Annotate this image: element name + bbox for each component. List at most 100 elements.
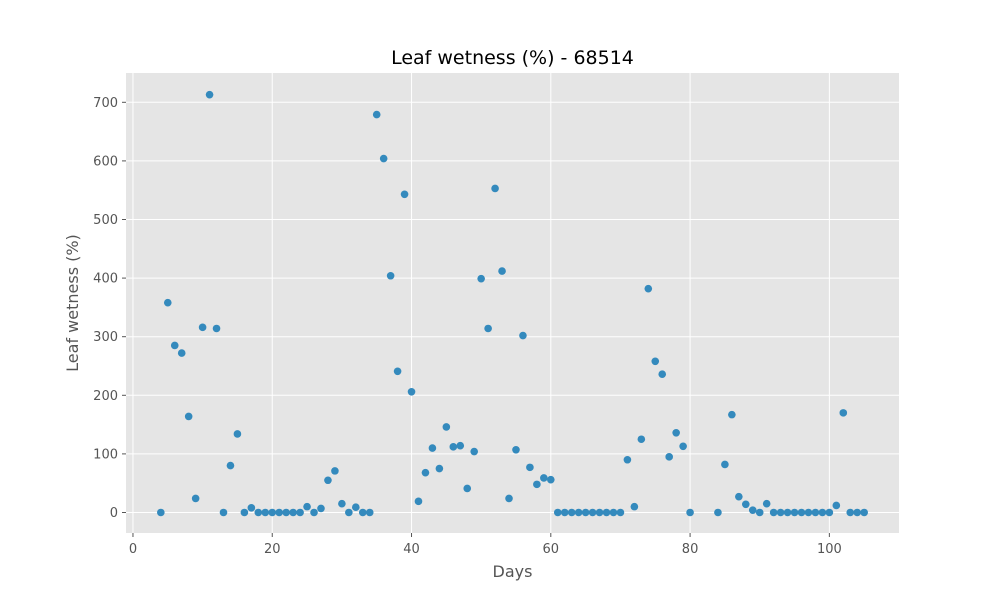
data-point [637, 435, 646, 444]
data-point [519, 331, 527, 340]
data-point [282, 508, 290, 517]
data-point [157, 508, 165, 517]
data-point [860, 508, 868, 517]
data-point [386, 271, 395, 280]
data-point [393, 367, 402, 376]
y-tick-label: 100 [93, 447, 118, 462]
data-points [157, 90, 868, 517]
data-point [755, 508, 764, 517]
y-tick-label: 700 [93, 96, 118, 111]
data-point [338, 499, 346, 508]
data-point [198, 323, 207, 332]
data-point [240, 508, 249, 517]
y-tick-label: 300 [93, 330, 118, 345]
y-tick-label: 0 [110, 506, 118, 521]
data-point [804, 508, 813, 517]
data-point [665, 453, 673, 461]
data-point [735, 492, 743, 501]
data-point [728, 410, 736, 419]
data-point [609, 508, 618, 517]
data-point [672, 428, 680, 437]
data-point [275, 508, 284, 517]
data-point [721, 460, 729, 469]
data-point [303, 502, 311, 511]
data-point [526, 463, 534, 472]
data-point [435, 464, 444, 473]
x-tick-label: 80 [682, 542, 699, 557]
data-point [679, 442, 687, 451]
x-tick-label: 0 [129, 542, 137, 557]
data-point [163, 298, 172, 307]
data-point [616, 508, 625, 517]
data-point [219, 508, 228, 517]
y-tick-label: 400 [93, 272, 118, 287]
data-point [428, 444, 437, 452]
data-point [512, 445, 520, 454]
data-point [686, 508, 694, 517]
data-point [623, 455, 632, 464]
data-point [797, 508, 806, 517]
data-point [296, 508, 304, 517]
data-point [407, 387, 416, 396]
data-point [400, 190, 409, 199]
data-point [832, 501, 841, 510]
data-point [567, 508, 576, 517]
data-point [191, 494, 200, 503]
data-point [505, 494, 513, 503]
data-point [748, 506, 757, 514]
data-point [491, 184, 499, 193]
data-point [574, 508, 583, 517]
data-point [212, 324, 221, 333]
data-point [372, 110, 381, 119]
data-point [547, 475, 555, 484]
data-point [741, 500, 750, 509]
x-axis-label: Days [493, 562, 533, 581]
data-point [818, 508, 827, 517]
data-point [776, 508, 785, 517]
data-point [644, 284, 653, 293]
data-point [560, 508, 569, 517]
data-point [595, 508, 604, 517]
data-point [846, 508, 855, 517]
data-point [421, 468, 430, 477]
data-point [630, 502, 639, 511]
data-point [790, 508, 799, 517]
data-point [484, 324, 492, 333]
data-point [177, 349, 186, 357]
data-point [651, 357, 660, 366]
data-point [233, 430, 242, 438]
data-point [205, 90, 214, 99]
data-point [498, 267, 506, 275]
data-point [769, 508, 778, 517]
data-point [839, 409, 848, 417]
data-point [184, 412, 193, 421]
data-point [226, 461, 235, 470]
x-tick-label: 100 [817, 542, 842, 557]
data-point [352, 503, 360, 512]
data-point [762, 499, 771, 508]
data-point [442, 423, 451, 431]
data-point [581, 508, 590, 517]
data-point [588, 508, 597, 517]
data-point [365, 508, 374, 517]
data-point [268, 508, 277, 517]
data-point [533, 480, 541, 489]
data-point [470, 447, 478, 456]
y-tick-label: 500 [93, 213, 118, 228]
data-point [853, 508, 862, 517]
axis-ticks: 0 20 40 60 80 100 0 100 200 300 400 500 600 700 [93, 96, 842, 557]
plot-area [126, 73, 899, 533]
y-axis-label: Leaf wetness (%) [63, 234, 82, 372]
data-point [825, 508, 834, 517]
data-point [456, 441, 465, 450]
data-point [714, 508, 722, 517]
data-point [540, 474, 548, 482]
data-point [414, 497, 423, 506]
data-point [783, 508, 792, 517]
data-point [358, 508, 367, 517]
x-tick-label: 60 [543, 542, 560, 557]
data-point [261, 508, 270, 517]
data-point [379, 154, 388, 163]
x-tick-label: 40 [403, 542, 420, 557]
